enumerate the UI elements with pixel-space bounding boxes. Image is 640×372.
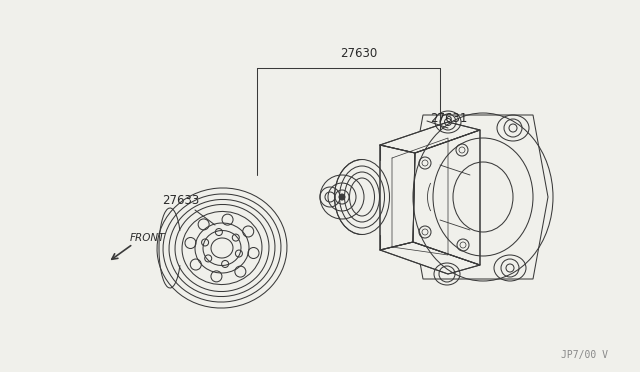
Text: 27631: 27631 [430, 112, 467, 125]
Text: 27630: 27630 [340, 47, 377, 60]
Text: 27633: 27633 [162, 193, 199, 206]
Circle shape [339, 194, 345, 200]
Polygon shape [380, 122, 480, 153]
Polygon shape [408, 115, 548, 279]
Text: FRONT: FRONT [130, 233, 166, 243]
Polygon shape [380, 242, 480, 274]
Polygon shape [413, 130, 480, 265]
Text: JP7/00 V: JP7/00 V [561, 350, 608, 360]
Polygon shape [380, 145, 415, 250]
